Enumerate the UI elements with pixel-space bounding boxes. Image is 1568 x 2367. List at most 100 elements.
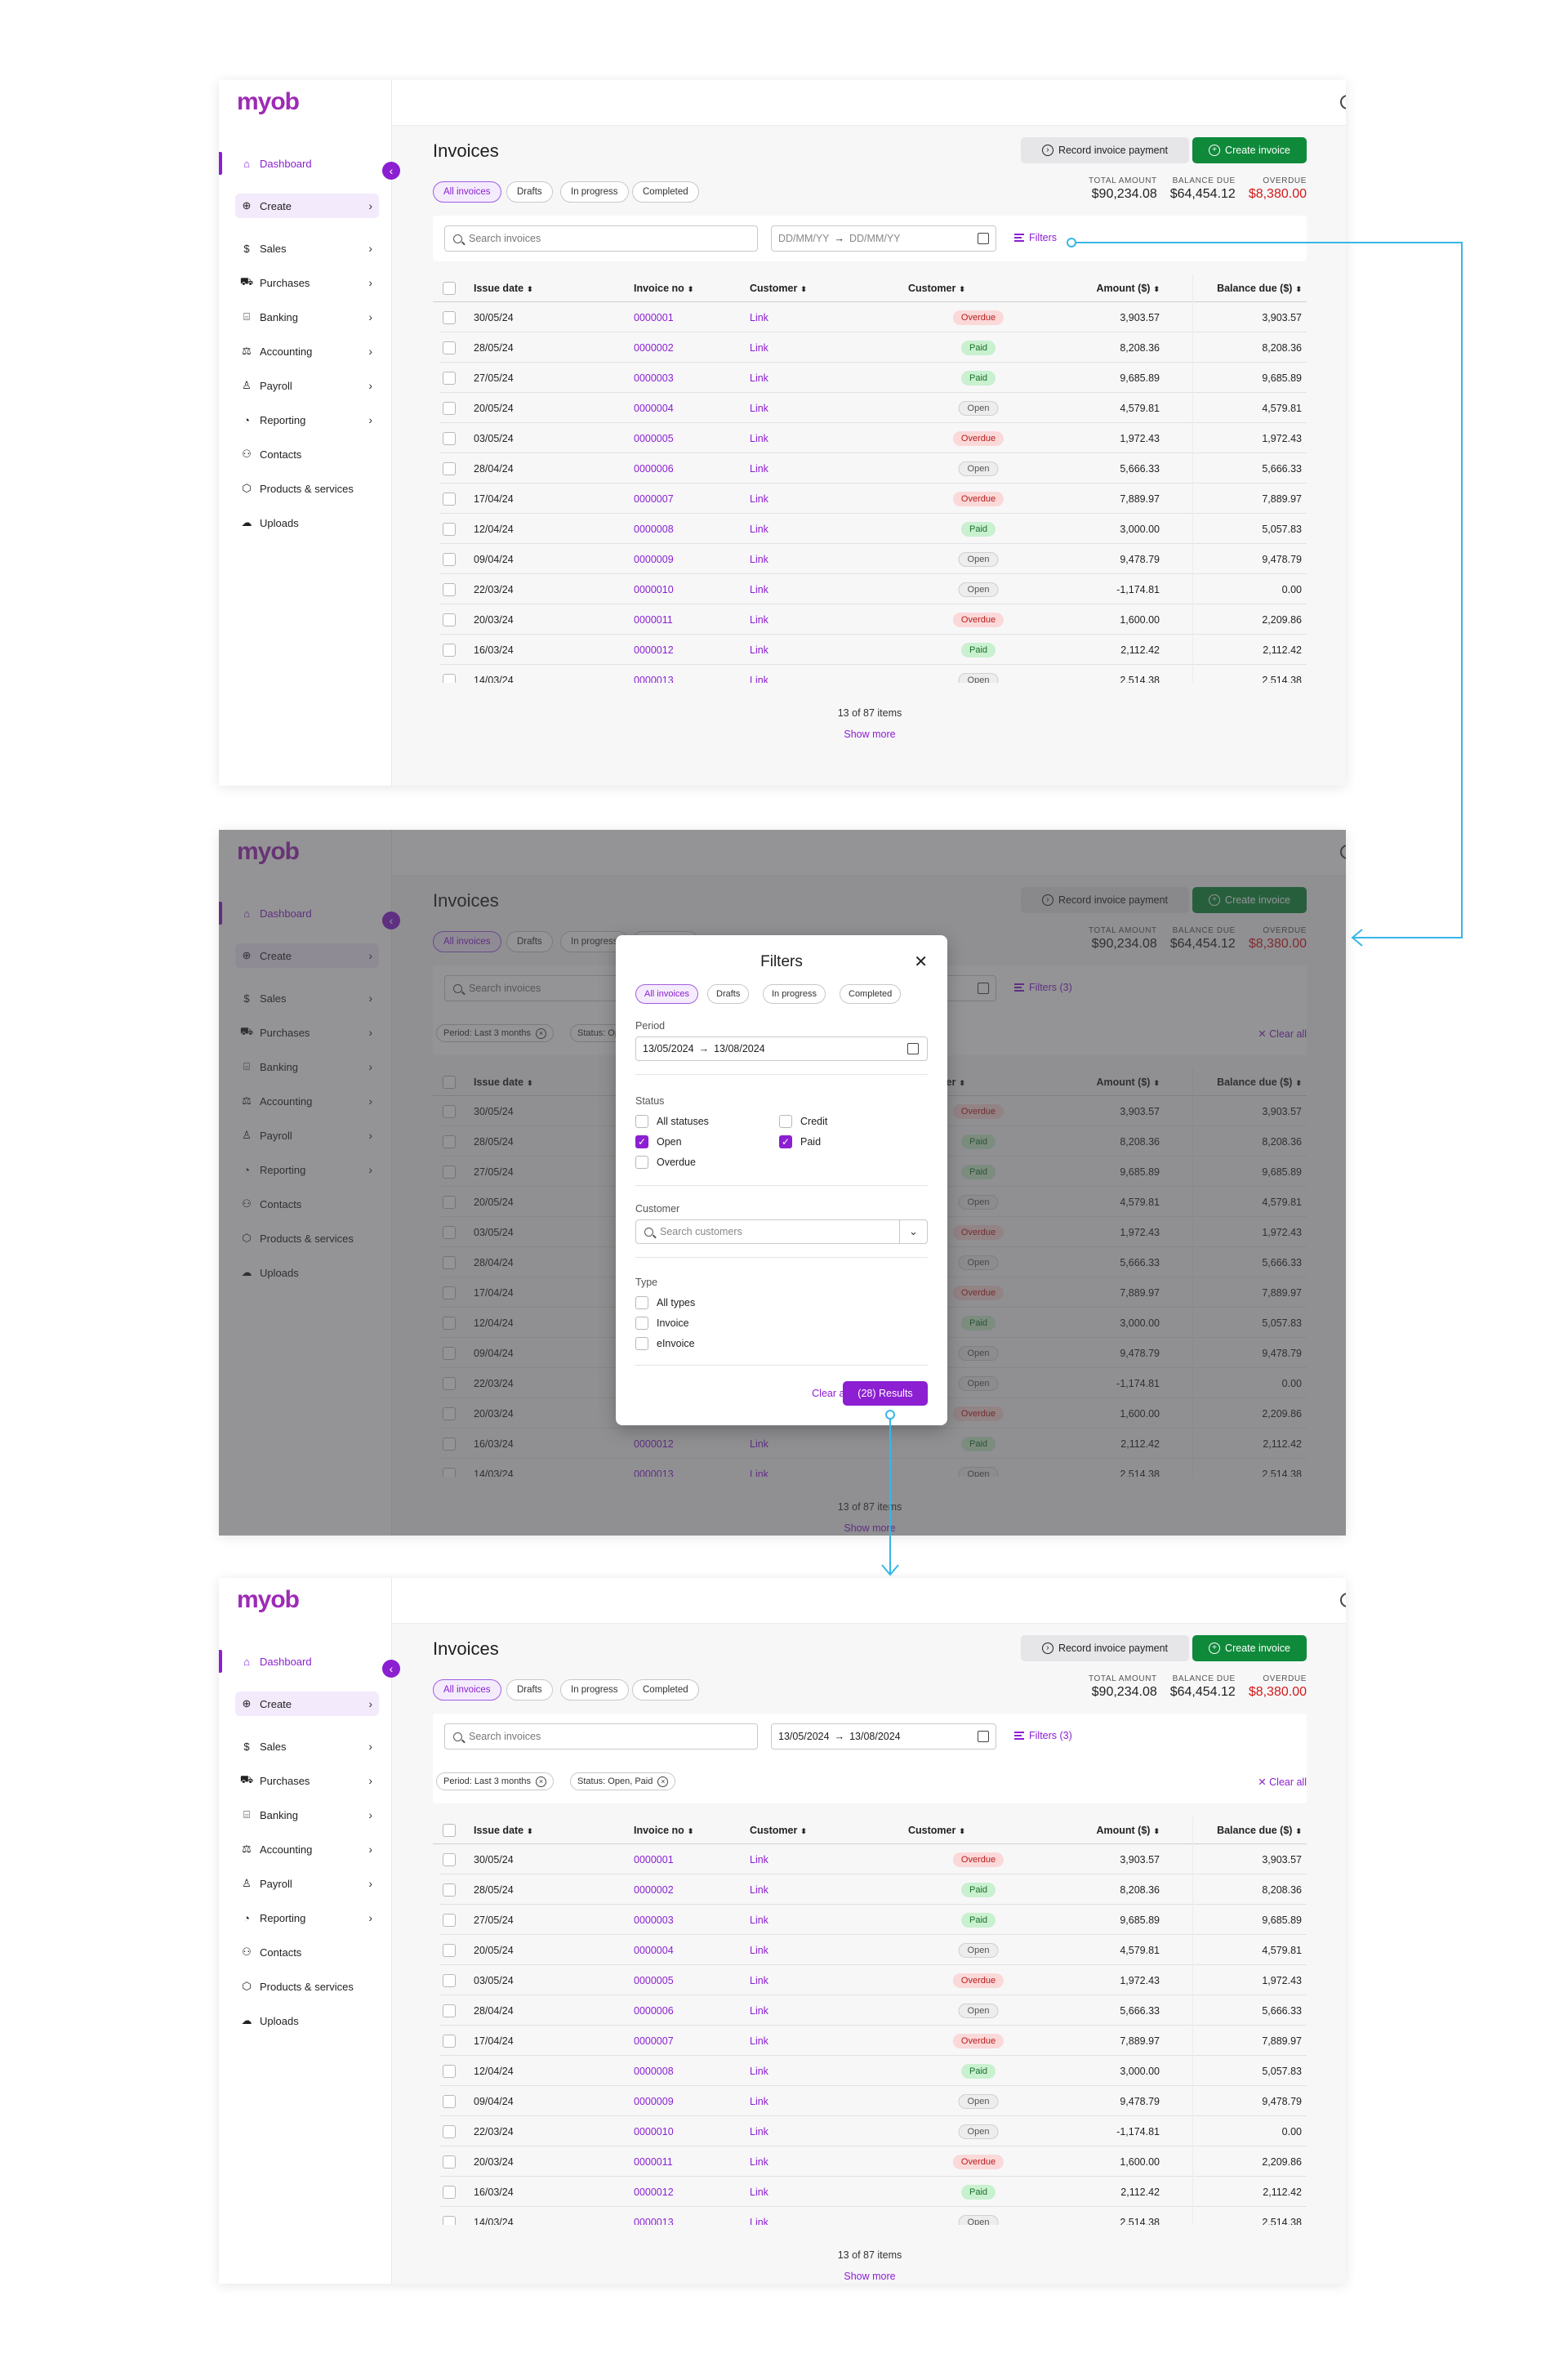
calendar-icon[interactable] [907,1043,919,1054]
check-icon[interactable]: ✓ [635,1135,648,1148]
sidebar-item-uploads[interactable]: ☁ Uploads [240,511,376,534]
row-checkbox[interactable] [443,1943,456,1957]
table-row[interactable]: 03/05/24 0000005 Link Overdue 1,972.43 1,972.… [433,1965,1307,1995]
invoice-number-link[interactable]: 0000004 [634,402,674,414]
invoice-number-link[interactable]: 0000005 [634,1974,674,1986]
sidebar-item-contacts[interactable]: ⚇ Contacts [240,1941,376,1964]
table-row[interactable]: 17/04/24 0000007 Link Overdue 7,889.97 7,889.… [433,2026,1307,2056]
calendar-icon[interactable] [978,1731,989,1742]
invoice-number-link[interactable]: 0000005 [634,432,674,444]
filter-chip[interactable]: Period: Last 3 months × [436,1772,555,1790]
sidebar-item-create[interactable]: ⊕ Create › [240,1692,376,1715]
customer-link[interactable]: Link [750,2065,768,2077]
customer-link[interactable]: Link [750,553,768,565]
sidebar-item-dashboard[interactable]: ⌂ Dashboard [240,152,376,175]
calendar-icon[interactable] [978,233,989,244]
tab-completed[interactable]: Completed [632,1679,699,1701]
customer-link[interactable]: Link [750,2125,768,2137]
modal-clear-all-button[interactable]: Clear all [812,1388,849,1399]
table-row[interactable]: 28/05/24 0000002 Link Paid 8,208.36 8,208.36 [433,332,1307,363]
table-row[interactable]: 28/04/24 0000006 Link Open 5,666.33 5,666.33 [433,453,1307,484]
row-checkbox[interactable] [443,2034,456,2048]
table-row[interactable]: 16/03/24 0000012 Link Paid 2,112.42 2,112.42 [433,635,1307,665]
show-more-button[interactable]: Show more [844,2271,896,2282]
table-row[interactable]: 28/05/24 0000002 Link Paid 8,208.36 8,208.36 [433,1874,1307,1905]
invoice-number-link[interactable]: 0000011 [634,613,673,626]
filters-button[interactable]: Filters (3) [1014,1730,1072,1741]
customer-link[interactable]: Link [750,2155,768,2168]
sidebar-item-banking[interactable]: ⌸ Banking › [240,305,376,328]
table-row[interactable]: 12/04/24 0000008 Link Paid 3,000.00 5,057.83 [433,514,1307,544]
collapse-sidebar-button[interactable]: ‹ [382,1660,400,1678]
row-checkbox[interactable] [443,522,456,536]
type-invoice-checkbox[interactable]: Invoice [635,1317,689,1330]
table-row[interactable]: 22/03/24 0000010 Link Open -1,174.81 0.00 [433,574,1307,604]
customer-link[interactable]: Link [750,1853,768,1866]
checkbox-icon[interactable] [635,1337,648,1350]
invoice-number-link[interactable]: 0000006 [634,2004,674,2017]
column-header[interactable]: Customer⬍ [908,283,965,294]
table-row[interactable]: 22/03/24 0000010 Link Open -1,174.81 0.00 [433,2116,1307,2146]
customer-link[interactable]: Link [750,613,768,626]
sidebar-item-dashboard[interactable]: ⌂ Dashboard [240,1650,376,1673]
table-row[interactable]: 20/05/24 0000004 Link Open 4,579.81 4,579.81 [433,1935,1307,1965]
search-input[interactable]: Search invoices [444,1723,758,1750]
row-checkbox[interactable] [443,2064,456,2078]
customer-link[interactable]: Link [750,372,768,384]
tab-all-invoices[interactable]: All invoices [433,181,501,203]
column-header[interactable]: Issue date⬍ [474,1825,533,1836]
row-checkbox[interactable] [443,613,456,626]
status-overdue-checkbox[interactable]: Overdue [635,1156,696,1169]
filter-chip[interactable]: Status: Open, Paid × [570,1772,676,1790]
date-range-input[interactable]: 13/05/2024 → 13/08/2024 [771,1723,996,1750]
create-invoice-button[interactable]: + Create invoice [1192,137,1307,163]
invoice-number-link[interactable]: 0000009 [634,553,674,565]
row-checkbox[interactable] [443,371,456,385]
row-checkbox[interactable] [443,2004,456,2017]
table-row[interactable]: 27/05/24 0000003 Link Paid 9,685.89 9,685.89 [433,363,1307,393]
row-checkbox[interactable] [443,582,456,596]
column-header[interactable]: Customer⬍ [908,1825,965,1836]
invoice-number-link[interactable]: 0000010 [634,2125,674,2137]
sidebar-item-purchases[interactable]: ⛟ Purchases › [240,1769,376,1792]
table-row[interactable]: 09/04/24 0000009 Link Open 9,478.79 9,478.79 [433,544,1307,574]
checkbox-icon[interactable] [635,1317,648,1330]
sidebar-item-contacts[interactable]: ⚇ Contacts [240,443,376,466]
invoice-number-link[interactable]: 0000007 [634,2035,674,2047]
select-all-checkbox[interactable] [443,282,456,295]
invoice-number-link[interactable]: 0000006 [634,462,674,475]
invoice-number-link[interactable]: 0000010 [634,583,674,595]
sidebar-item-banking[interactable]: ⌸ Banking › [240,1803,376,1826]
customer-link[interactable]: Link [750,644,768,656]
table-row[interactable]: 28/04/24 0000006 Link Open 5,666.33 5,666.33 [433,1995,1307,2026]
invoice-number-link[interactable]: 0000003 [634,372,674,384]
customer-link[interactable]: Link [750,523,768,535]
remove-chip-icon[interactable]: × [536,1776,547,1787]
sidebar-item-products-services[interactable]: ⬡ Products & services [240,477,376,500]
remove-chip-icon[interactable]: × [657,1776,669,1787]
sidebar-item-reporting[interactable]: ◔ Reporting › [240,1906,376,1929]
sidebar-item-products-services[interactable]: ⬡ Products & services [240,1975,376,1998]
customer-link[interactable]: Link [750,341,768,354]
close-icon[interactable]: ✕ [914,953,928,971]
invoice-number-link[interactable]: 0000008 [634,2065,674,2077]
row-checkbox[interactable] [443,552,456,566]
invoice-number-link[interactable]: 0000001 [634,311,674,323]
table-row[interactable]: 03/05/24 0000005 Link Overdue 1,972.43 1,972.… [433,423,1307,453]
modal-tab-drafts[interactable]: Drafts [707,984,750,1004]
table-row[interactable]: 30/05/24 0000001 Link Overdue 3,903.57 3,903.… [433,1844,1307,1874]
table-row[interactable]: 09/04/24 0000009 Link Open 9,478.79 9,478.79 [433,2086,1307,2116]
collapse-sidebar-button[interactable]: ‹ [382,162,400,180]
help-icon[interactable]: ? [1340,1593,1346,1607]
table-row[interactable]: 20/03/24 0000011 Link Overdue 1,600.00 2,209.… [433,604,1307,635]
row-checkbox[interactable] [443,643,456,657]
row-checkbox[interactable] [443,431,456,445]
invoice-number-link[interactable]: 0000012 [634,2186,674,2198]
customer-link[interactable]: Link [750,2004,768,2017]
sidebar-item-payroll[interactable]: ♙ Payroll › [240,1872,376,1895]
chevron-down-icon[interactable]: ⌄ [899,1220,927,1243]
invoice-number-link[interactable]: 0000011 [634,2155,673,2168]
customer-link[interactable]: Link [750,432,768,444]
table-row[interactable]: 16/03/24 0000012 Link Paid 2,112.42 2,112.42 [433,2177,1307,2207]
check-icon[interactable]: ✓ [779,1135,792,1148]
